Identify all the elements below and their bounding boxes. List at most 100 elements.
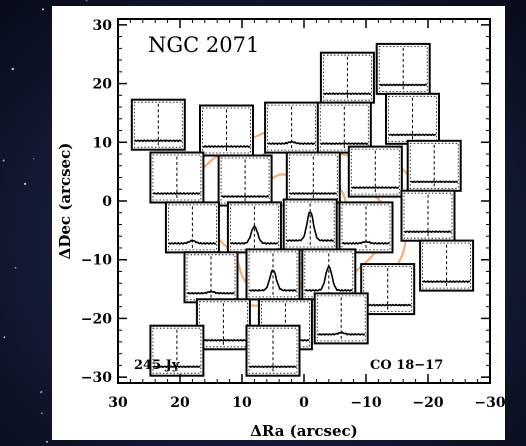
y-axis-label: ΔDec (arcsec) [56,143,74,260]
y-tick-label: −20 [81,311,112,327]
star [41,412,43,414]
spectrum-line [351,186,400,190]
spectrum-panel [130,98,186,151]
scale-annotation: 245 Jy [134,358,180,373]
spectrum-line [403,230,452,234]
x-tick-label: 10 [232,395,252,411]
spectrum-inner-frame [167,204,217,251]
spectrum-inner-frame [202,107,251,154]
spectrum-line [221,195,270,198]
star [46,440,48,443]
spectrum-panel [347,145,403,198]
spectrum-panel [195,298,251,351]
spectrum-line [379,83,428,87]
spectrum-panel [360,263,416,316]
star [40,390,43,394]
spectrum-panel [226,201,282,254]
spectrum-panel [375,42,431,95]
spectrum-line [304,265,353,292]
spectrum-line [199,338,248,342]
spectrum-panel [319,51,375,104]
x-tick-label: 30 [108,395,128,411]
spectrum-inner-frame [152,154,202,201]
spectrum-inner-frame [285,201,335,248]
spectrum-line [152,365,201,369]
spectrum-panel [338,201,394,254]
x-tick-label: −10 [350,395,381,411]
star [40,392,42,394]
spectrum-panel [264,101,320,154]
spectrum-line [363,303,412,307]
spectrum-panel [400,189,456,242]
spectrum-line [168,239,217,245]
spectrum-panel [164,201,220,254]
spectrum-line [317,331,366,336]
spectrum-inner-frame [248,327,298,374]
y-tick-label: −10 [81,253,112,269]
spectrum-line [289,192,337,195]
spectrum-inner-frame [133,101,183,148]
spectrum-panel [183,251,239,304]
spectrum-inner-frame [341,204,391,251]
spectrum-line [388,133,437,137]
spectrum-line [134,139,182,143]
star [3,336,6,339]
x-tick-label: −20 [412,395,443,411]
y-tick-label: 0 [102,194,112,210]
line-annotation: CO 18−17 [370,358,443,373]
spectrum-box [183,251,239,304]
spectrum-inner-frame [319,104,369,151]
spectrum-inner-frame [363,266,413,313]
axes: 30 20 10 0 −10 −20 −30 30 20 10 0 −10 −20 −30 [81,18,506,411]
y-tick-label: 30 [93,18,113,34]
spectrum-line [286,211,334,242]
spectrum-inner-frame [422,242,472,289]
spectrum-line [267,140,316,145]
x-tick-label: 0 [299,395,309,411]
spectrum-panel [313,292,369,345]
spectrum-line [152,192,201,195]
spectrum-inner-frame [322,54,372,101]
spectrum-box [164,201,220,254]
star [11,67,14,71]
spectrum-inner-frame [403,192,453,239]
spectrum-line [248,365,297,369]
spectrum-inner-frame [152,327,202,374]
spectrum-box [282,198,338,251]
spectrum-panel [149,151,205,204]
spectrum-panel [282,198,338,251]
spectrum-line [186,290,235,295]
spectrum-line [248,269,297,292]
spectrum-panel [149,324,205,377]
spectrum-box [313,292,369,345]
spectrum-panel [419,239,475,292]
star [2,159,5,162]
spectrum-inner-frame [350,148,400,195]
y-tick-label: 20 [93,77,113,93]
spectrum-line [230,225,278,245]
spectrum-inner-frame [409,142,459,189]
spectrum-panel [217,154,273,207]
spectrum-panel [406,139,462,192]
spectrum-panel [245,324,301,377]
y-tick-label: 10 [93,135,113,151]
spectrum-panel [199,104,254,157]
x-axis-label: ΔRa (arcsec) [250,422,357,440]
spectrum-line [422,280,471,284]
star [33,157,35,160]
spectrum-panel [385,92,440,145]
spectrum-inner-frame [198,301,248,348]
x-tick-label: −30 [474,395,505,411]
spectrum-line [202,145,251,148]
spectrum-line [410,180,459,184]
star [14,266,17,269]
star [42,8,44,11]
star [85,0,88,2]
spectrum-panel [285,151,341,204]
x-tick-label: 20 [170,395,190,411]
spectrum-panel [245,248,301,301]
spectrum-inner-frame [378,46,428,92]
star-field [2,0,88,443]
spectrum-line [323,92,372,96]
